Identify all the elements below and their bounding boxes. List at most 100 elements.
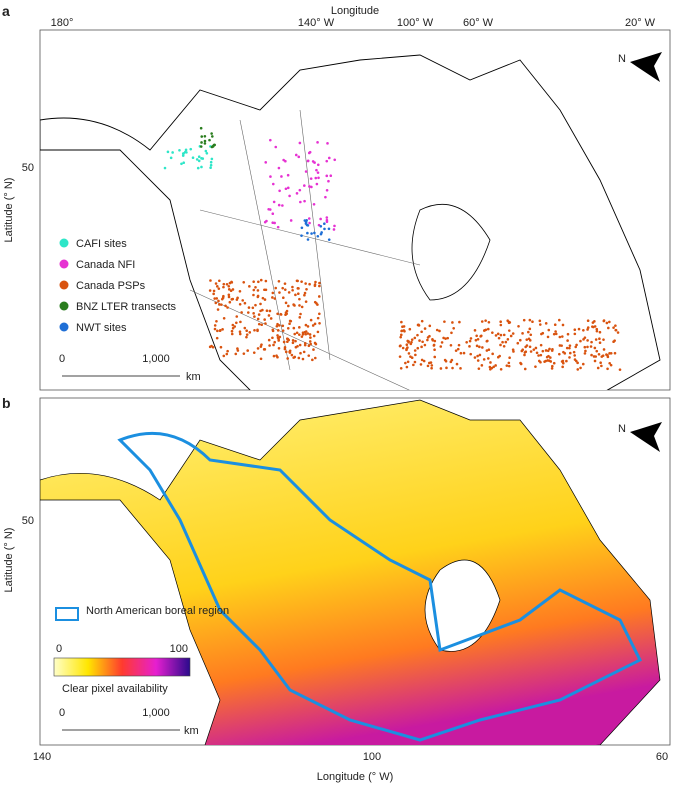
site-dot: [551, 347, 554, 351]
site-dot: [594, 355, 598, 358]
site-dot: [184, 148, 188, 152]
site-dot: [419, 363, 423, 366]
site-dot: [451, 321, 454, 324]
map: [40, 54, 661, 390]
site-dot: [499, 343, 502, 347]
site-dot: [301, 357, 305, 361]
site-dot: [271, 221, 275, 225]
site-dot: [308, 221, 311, 225]
site-dot: [312, 202, 316, 206]
site-dot: [271, 296, 274, 299]
site-dot: [449, 343, 453, 347]
site-dot: [247, 306, 251, 309]
site-dot: [238, 302, 242, 306]
site-dot: [539, 343, 543, 347]
site-dot: [504, 340, 508, 344]
site-dot: [285, 309, 289, 313]
site-dot: [560, 344, 563, 347]
site-dot: [200, 135, 204, 138]
site-dot: [329, 174, 333, 178]
site-dot: [272, 200, 276, 204]
site-dot: [584, 349, 587, 353]
site-dot: [400, 329, 404, 333]
site-dot: [230, 298, 234, 301]
site-dot: [558, 352, 561, 356]
site-dot: [418, 339, 421, 342]
north-arrow: [630, 52, 662, 82]
land-outline: [40, 54, 661, 390]
site-dot: [529, 333, 533, 337]
site-dot: [171, 151, 174, 154]
site-dot: [598, 337, 601, 341]
site-dot: [566, 339, 569, 342]
site-dot: [325, 174, 329, 178]
site-dot: [282, 340, 286, 344]
site-dot: [209, 160, 213, 164]
site-dot: [299, 351, 302, 355]
site-dot: [288, 351, 292, 354]
site-dot: [428, 324, 432, 328]
site-dot: [320, 231, 323, 234]
site-dot: [268, 309, 272, 313]
site-dot: [298, 343, 302, 347]
site-dot: [259, 357, 263, 361]
site-dot: [612, 340, 615, 343]
map: [40, 399, 661, 745]
site-dot: [561, 365, 564, 369]
site-dot: [407, 352, 411, 355]
site-dot: [492, 365, 495, 369]
site-dot: [299, 312, 302, 316]
site-dot: [234, 352, 238, 356]
site-dot: [405, 348, 408, 352]
site-dot: [409, 355, 412, 358]
site-dot: [325, 220, 329, 223]
site-dot: [475, 344, 479, 348]
land-fill: [40, 399, 661, 745]
site-dot: [304, 282, 307, 285]
site-dot: [203, 139, 207, 143]
site-dot: [218, 279, 221, 283]
site-dot: [609, 363, 613, 367]
site-dot: [399, 367, 403, 370]
site-dot: [273, 340, 277, 344]
site-dot: [606, 367, 609, 371]
site-dot: [311, 324, 315, 327]
site-dot: [278, 324, 281, 327]
site-dot: [517, 324, 520, 328]
site-dot: [307, 354, 311, 357]
site-dot: [264, 322, 267, 325]
site-dot: [398, 344, 402, 348]
site-dot: [476, 359, 480, 362]
site-dot: [573, 354, 576, 357]
site-dot: [251, 306, 255, 310]
site-dot: [305, 287, 308, 291]
colorbar: [53, 657, 191, 677]
site-dot: [558, 318, 561, 322]
site-dot: [413, 336, 417, 340]
site-dot: [289, 319, 293, 323]
site-dot: [273, 221, 276, 225]
site-dot: [452, 326, 455, 330]
site-dot: [553, 323, 557, 327]
site-dot: [284, 187, 288, 191]
site-dot: [600, 364, 603, 368]
site-dot: [539, 353, 543, 357]
site-dot: [314, 176, 318, 180]
site-dot: [497, 336, 501, 340]
site-dot: [576, 361, 579, 365]
tick-label: 50: [22, 162, 34, 174]
site-dot: [236, 349, 240, 352]
site-dot: [183, 150, 187, 154]
site-dot: [409, 342, 413, 346]
site-dot: [222, 354, 226, 358]
legend-swatch: [59, 280, 69, 290]
site-dot: [297, 356, 301, 360]
site-dot: [212, 292, 215, 296]
site-dot: [414, 353, 417, 357]
site-dot: [301, 333, 305, 336]
tick-label: 100° W: [397, 17, 434, 29]
site-dot: [272, 354, 276, 358]
site-dot: [537, 354, 540, 357]
site-dot: [218, 329, 222, 333]
